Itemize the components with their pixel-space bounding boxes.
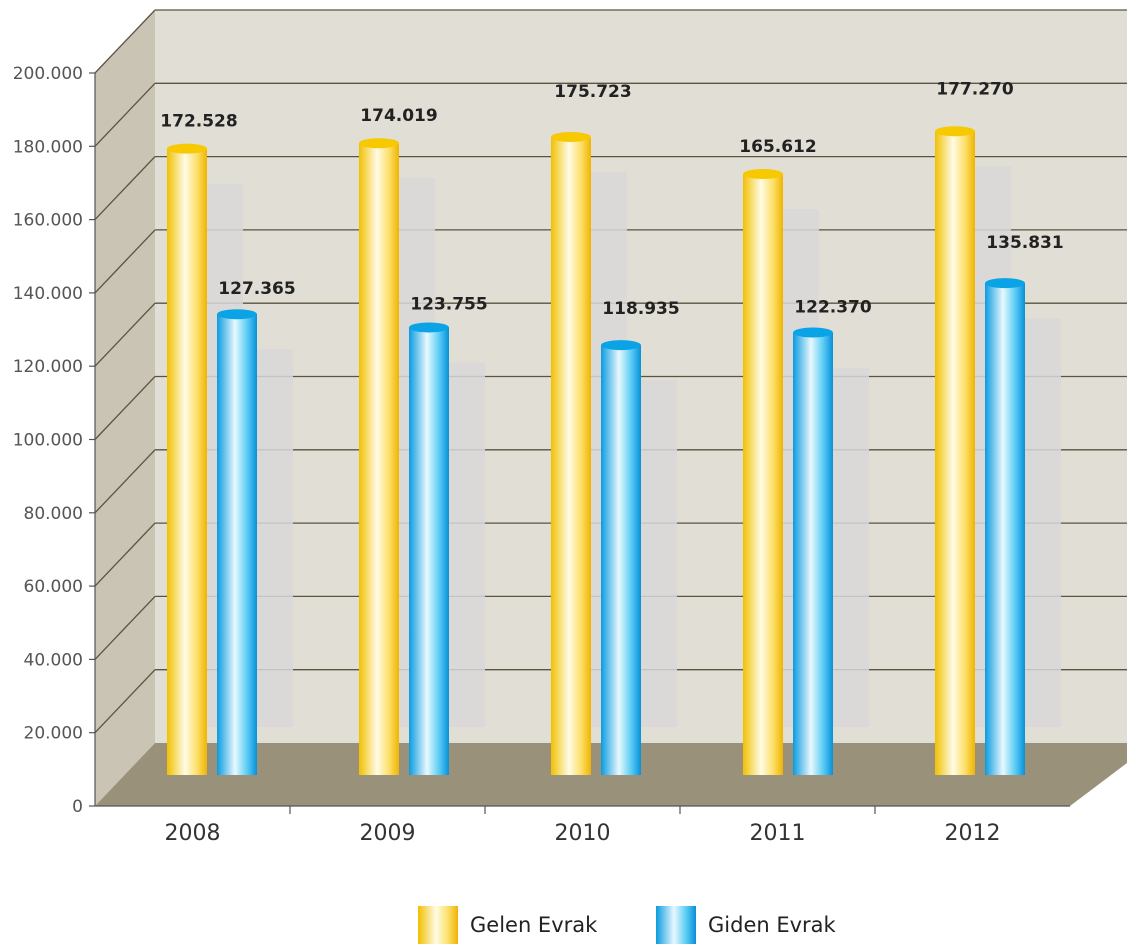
bar [743, 174, 783, 776]
bar-top [409, 322, 449, 333]
gridline-side [94, 229, 156, 294]
bar-top [551, 131, 591, 142]
bar [217, 314, 257, 775]
bar [601, 345, 641, 775]
y-tick-label: 60.000 [24, 577, 83, 597]
legend: Gelen Evrak Giden Evrak [418, 906, 837, 944]
bar-shadow [833, 367, 869, 727]
legend-swatch [656, 906, 696, 944]
gridline-side [94, 449, 156, 514]
bar-top [985, 278, 1025, 289]
bars [167, 126, 1025, 776]
x-tick-label: 2010 [555, 821, 611, 846]
x-tick-label: 2009 [360, 821, 416, 846]
y-tick-label: 80.000 [24, 504, 83, 524]
y-tick-label: 160.000 [13, 211, 83, 231]
legend-swatch [418, 906, 458, 944]
y-tick-label: 120.000 [13, 357, 83, 377]
data-label: 177.270 [936, 79, 1014, 99]
bar-top [217, 309, 257, 320]
bar [167, 148, 207, 775]
bar [359, 143, 399, 776]
data-label: 165.612 [739, 137, 816, 157]
bar-top [743, 169, 783, 180]
bar-shadow [1025, 318, 1061, 727]
gridline-side [94, 522, 156, 587]
y-tick-label: 200.000 [13, 64, 83, 84]
gridline-side [94, 302, 156, 367]
bar [985, 283, 1025, 775]
data-label: 172.528 [160, 112, 237, 132]
bar-top [793, 327, 833, 338]
bar [935, 131, 975, 776]
legend-item: Giden Evrak [656, 906, 837, 944]
bar-top [601, 340, 641, 351]
x-tick-label: 2012 [945, 821, 1001, 846]
y-tick-label: 20.000 [24, 724, 83, 744]
data-label: 127.365 [218, 279, 295, 299]
legend-item: Gelen Evrak [418, 906, 598, 944]
bar-shadow [449, 362, 485, 727]
data-labels: 172.528 127.365 174.019 123.755 175.723 118.9… [160, 79, 1063, 319]
bar-top [935, 126, 975, 137]
bar [551, 136, 591, 775]
gridline-side [94, 156, 156, 221]
bar-shadow [641, 380, 677, 727]
legend-label: Giden Evrak [708, 913, 837, 937]
y-tick-label: 0 [72, 797, 83, 817]
x-tick-label: 2011 [750, 821, 806, 846]
bar [793, 332, 833, 775]
gridline-side [94, 82, 156, 147]
y-tick-label: 140.000 [13, 284, 83, 304]
legend-label: Gelen Evrak [470, 913, 598, 937]
data-label: 122.370 [794, 298, 872, 318]
y-tick-label: 40.000 [24, 650, 83, 670]
bar-top [167, 143, 207, 154]
gridline-side [94, 595, 156, 660]
data-label: 174.019 [360, 106, 437, 126]
bar-top [359, 138, 399, 149]
gridline-side [94, 376, 156, 440]
x-tick-label: 2008 [165, 821, 221, 846]
gridline-side [94, 9, 156, 74]
data-label: 135.831 [986, 233, 1063, 253]
axes: 0 20.000 40.000 60.000 80.000 100.000 120.000 1… [13, 64, 1070, 846]
bar [409, 327, 449, 775]
data-label: 123.755 [410, 294, 487, 314]
data-label: 175.723 [554, 82, 631, 102]
bar-shadow [257, 349, 293, 727]
gridline-side [94, 669, 156, 734]
y-tick-label: 100.000 [13, 431, 83, 451]
data-label: 118.935 [602, 299, 679, 319]
y-tick-label: 180.000 [13, 137, 83, 157]
